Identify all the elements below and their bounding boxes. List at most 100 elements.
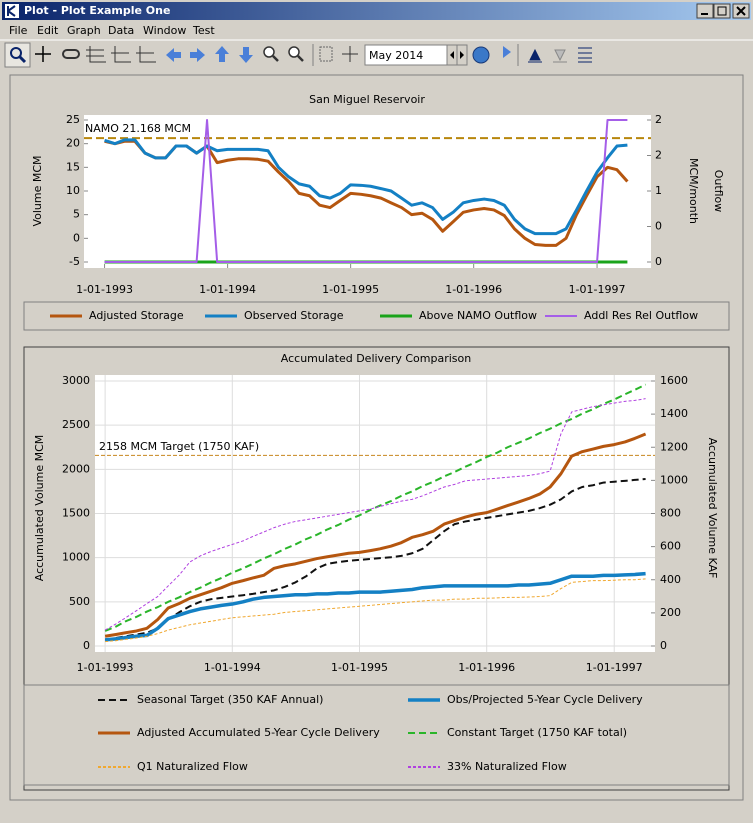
app-icon-glyph — [7, 5, 16, 17]
chart: Accumulated Delivery Comparison 0 500 1000 1… — [23, 352, 730, 786]
y-tick-label: 20 — [66, 137, 80, 150]
y-tick-label: 1500 — [62, 507, 90, 520]
menu-item[interactable]: Edit — [37, 24, 59, 37]
y2-tick-label: 0 — [660, 639, 667, 652]
series-line — [104, 571, 646, 642]
axis-tool[interactable] — [136, 46, 156, 63]
y2-axis-label: MCM/month — [687, 158, 700, 224]
menu-bar: File Edit Graph Data Window Test — [9, 24, 215, 37]
series-line — [104, 432, 647, 638]
x-tick-label: 1-01-1997 — [569, 283, 626, 296]
down-arrow[interactable] — [239, 47, 253, 63]
toolbar: May 2014 — [4, 42, 592, 68]
x-tick-label: 1-01-1995 — [322, 283, 379, 296]
plot-down[interactable] — [553, 49, 567, 63]
date-field-text: May 2014 — [369, 49, 423, 62]
chart: San Miguel Reservoir -5 0 5 10 15 20 25 0 0 1 2 2 1-0… — [23, 93, 730, 331]
select-tool[interactable] — [319, 46, 333, 62]
y-tick-label: 5 — [73, 208, 80, 221]
x-tick-label: 1-01-1996 — [445, 283, 502, 296]
legend-label: 33% Naturalized Flow — [447, 760, 567, 773]
series-line — [104, 383, 647, 632]
center-tool[interactable] — [342, 46, 358, 62]
maximize-button[interactable] — [713, 3, 731, 19]
back-arrow[interactable] — [166, 48, 181, 62]
y-axis-label: Accumulated Volume MCM — [33, 435, 46, 582]
series-line — [105, 578, 646, 643]
chart-title: Accumulated Delivery Comparison — [281, 352, 471, 365]
y-tick-label: 15 — [66, 160, 80, 173]
legend-label: Seasonal Target (350 KAF Annual) — [137, 693, 323, 706]
x-tick-label: 1-01-1994 — [199, 283, 256, 296]
y2-tick-label: 400 — [660, 573, 681, 586]
series-line — [104, 119, 628, 263]
y2-tick-label: 1000 — [660, 473, 688, 486]
y-tick-label: 2000 — [62, 462, 90, 475]
zoom-out — [297, 55, 304, 62]
up-arrow[interactable] — [215, 46, 229, 62]
y2-tick-label: 1200 — [660, 440, 688, 453]
menu-item[interactable]: Test — [192, 24, 215, 37]
spin-left-glyph — [450, 51, 454, 59]
y2-tick-label: 1600 — [660, 374, 688, 387]
axis-tool[interactable] — [111, 46, 131, 63]
chart-title: San Miguel Reservoir — [309, 93, 425, 106]
y-tick-label: 1000 — [62, 551, 90, 564]
y2-tick-label: 2 — [655, 113, 662, 126]
zoom-in[interactable] — [263, 46, 275, 58]
x-tick-label: 1-01-1993 — [77, 661, 134, 674]
y-tick-label: -5 — [69, 255, 80, 268]
legend-label: Adjusted Accumulated 5-Year Cycle Delive… — [137, 726, 380, 739]
close-glyph — [736, 6, 746, 16]
charts: San Miguel Reservoir-50510152025001221-0… — [23, 93, 730, 786]
spin-right-glyph — [460, 51, 464, 59]
x-tick-label: 1-01-1997 — [586, 661, 643, 674]
zoom-in — [272, 55, 279, 62]
y-tick-label: 25 — [66, 113, 80, 126]
x-tick-label: 1-01-1994 — [204, 661, 261, 674]
menu-item[interactable]: File — [9, 24, 28, 37]
legend-label: Addl Res Rel Outflow — [584, 309, 698, 322]
y-tick-label: 500 — [69, 595, 90, 608]
y2-axis-label: Accumulated Volume KAF — [706, 438, 719, 579]
menu-item[interactable]: Graph — [67, 24, 101, 37]
x-tick-label: 1-01-1996 — [458, 661, 515, 674]
globe-button[interactable] — [472, 46, 490, 64]
legend-label: Above NAMO Outflow — [419, 309, 537, 322]
y2-tick-label: 600 — [660, 540, 681, 553]
plot-list[interactable] — [578, 47, 592, 63]
series-line — [104, 398, 646, 631]
y2-axis-label: Outflow — [712, 170, 725, 213]
y2-tick-label: 800 — [660, 507, 681, 520]
plot-up[interactable] — [528, 48, 542, 63]
window-controls[interactable] — [696, 3, 750, 19]
x-tick-label: 1-01-1995 — [331, 661, 388, 674]
y-tick-label: 0 — [83, 639, 90, 652]
y-tick-label: 3000 — [62, 374, 90, 387]
zoom-tool[interactable] — [4, 42, 31, 68]
title-bar — [2, 2, 751, 20]
zoom-icon — [10, 47, 22, 59]
legend-box — [23, 301, 730, 331]
y-tick-label: 10 — [66, 184, 80, 197]
forward-arrow[interactable] — [190, 48, 205, 62]
crosshair-tool[interactable] — [35, 46, 51, 62]
zoom-out[interactable] — [288, 46, 300, 58]
legend-label: Adjusted Storage — [89, 309, 184, 322]
legend-box — [23, 684, 730, 786]
y-tick-label: 2500 — [62, 418, 90, 431]
y2-tick-label: 0 — [655, 255, 662, 268]
link-tool[interactable] — [62, 49, 80, 59]
axis-tool[interactable] — [86, 46, 106, 63]
minimize-button[interactable] — [696, 3, 714, 19]
menu-item[interactable]: Window — [143, 24, 186, 37]
y2-tick-label: 0 — [655, 220, 662, 233]
sync-button[interactable] — [503, 46, 511, 58]
y2-tick-label: 200 — [660, 606, 681, 619]
plot-area — [84, 115, 651, 268]
menu-item[interactable]: Data — [108, 24, 134, 37]
legend-label: Obs/Projected 5-Year Cycle Delivery — [447, 693, 643, 706]
legend-label: Q1 Naturalized Flow — [137, 760, 248, 773]
